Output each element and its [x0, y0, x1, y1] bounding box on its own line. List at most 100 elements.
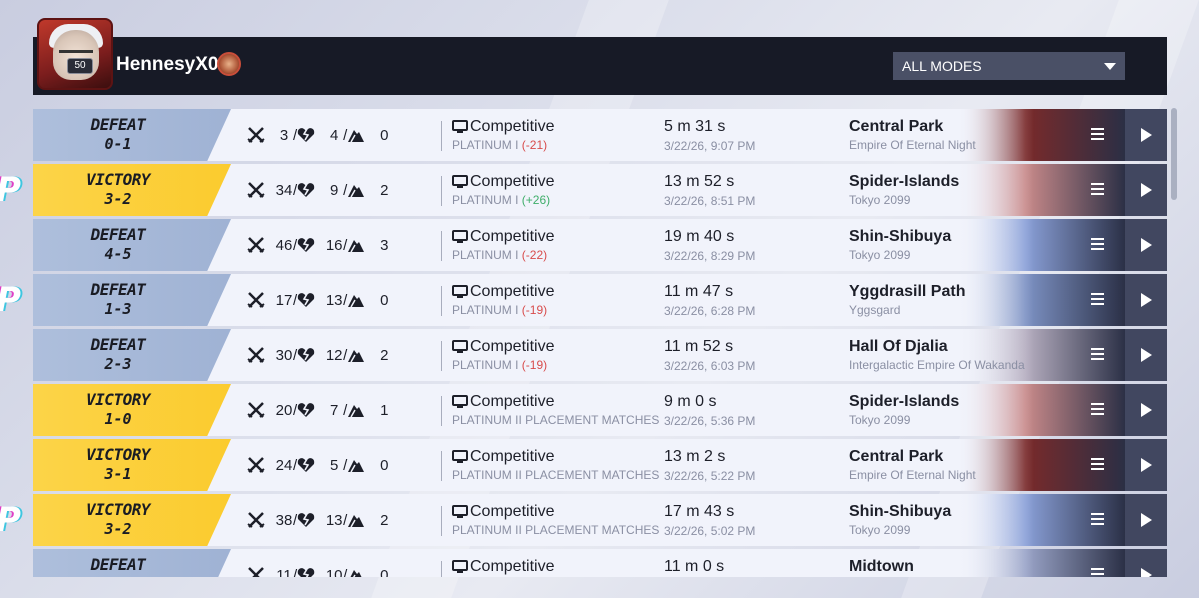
kills-icon [247, 347, 275, 363]
deaths-value: 7 [330, 401, 339, 419]
map-region: Intergalactic Empire Of Wakanda [849, 358, 1025, 372]
match-datetime: 3/22/26, 9:07 PM [664, 139, 756, 153]
level-badge: 50 [67, 58, 93, 74]
match-row[interactable]: DEFEAT 2-3 30/12/2 Competitive PLATINUM I (-… [33, 329, 1167, 381]
menu-icon[interactable] [1091, 513, 1104, 525]
deaths-value: 10 [325, 566, 343, 578]
monitor-icon [452, 505, 470, 519]
map-name: Central Park [849, 118, 944, 135]
menu-icon[interactable] [1091, 293, 1104, 305]
menu-icon[interactable] [1091, 183, 1104, 195]
replay-play-button[interactable] [1125, 164, 1167, 216]
menu-icon[interactable] [1091, 568, 1104, 577]
match-row[interactable]: VICTORY 3-2 34/9/2 Competitive PLATINUM I (+… [33, 164, 1167, 216]
monitor-icon [452, 450, 470, 464]
avatar[interactable]: 50 [37, 18, 113, 90]
assists-value: 0 [380, 291, 389, 309]
mode-name: Competitive [470, 338, 555, 355]
divider [441, 506, 442, 536]
time-info: 19 m 40 s 3/22/26, 8:29 PM [664, 228, 755, 263]
replay-play-button[interactable] [1125, 219, 1167, 271]
monitor-icon [452, 120, 470, 134]
assists-icon [347, 457, 375, 473]
assists-value: 2 [380, 511, 389, 529]
round-score: 3-2 [104, 520, 132, 538]
mode-info: Competitive PLATINUM II PLACEMENT MATCHES [452, 393, 659, 427]
time-info: 13 m 52 s 3/22/26, 8:51 PM [664, 173, 755, 208]
mode-filter-dropdown[interactable]: ALL MODES [893, 52, 1125, 80]
map-thumbnail [958, 109, 1126, 161]
result-label: VICTORY [86, 500, 150, 519]
assists-value: 3 [380, 236, 389, 254]
result-banner: DEFEAT 2-3 [33, 329, 231, 381]
monitor-icon [452, 560, 470, 574]
map-info: Central Park Empire Of Eternal Night [849, 448, 976, 482]
time-info: 11 m 0 s [664, 558, 724, 577]
deaths-icon [297, 567, 325, 577]
replay-play-button[interactable] [1125, 494, 1167, 546]
chevron-down-icon [1104, 63, 1116, 70]
mode-info: Competitive PLATINUM I (-19) [452, 283, 554, 317]
monitor-icon [452, 395, 470, 409]
map-thumbnail [958, 439, 1126, 491]
replay-play-button[interactable] [1125, 439, 1167, 491]
round-score: 3-1 [104, 465, 132, 483]
kills-icon [247, 182, 275, 198]
map-region: Yggsgard [849, 303, 901, 317]
time-info: 17 m 43 s 3/22/26, 5:02 PM [664, 503, 755, 538]
replay-play-button[interactable] [1125, 549, 1167, 577]
deaths-icon [297, 182, 325, 198]
map-name: Spider-Islands [849, 393, 960, 410]
menu-icon[interactable] [1091, 128, 1104, 140]
menu-icon[interactable] [1091, 458, 1104, 470]
match-datetime: 3/22/26, 6:03 PM [664, 359, 756, 373]
result-banner: VICTORY 3-2 [33, 494, 231, 546]
round-score: 1-0 [104, 410, 132, 428]
mode-name: Competitive [470, 393, 555, 410]
kda-stats: 3/4/0 [247, 109, 393, 161]
match-duration: 11 m 0 s [664, 558, 725, 575]
match-duration: 11 m 47 s [664, 283, 734, 300]
kda-stats: 30/12/2 [247, 329, 393, 381]
round-score: 4-5 [104, 245, 132, 263]
replay-play-button[interactable] [1125, 274, 1167, 326]
replay-play-button[interactable] [1125, 329, 1167, 381]
deaths-icon [297, 292, 325, 308]
match-row[interactable]: VICTORY 3-1 24/5/0 Competitive PLATINUM II P… [33, 439, 1167, 491]
kda-stats: 34/9/2 [247, 164, 393, 216]
map-region: Tokyo 2099 [849, 193, 911, 207]
divider [441, 286, 442, 316]
assists-icon [347, 127, 375, 143]
assists-icon [347, 237, 375, 253]
result-banner: VICTORY 1-0 [33, 384, 231, 436]
match-datetime: 3/22/26, 6:28 PM [664, 304, 756, 318]
match-history-panel: HennesyX0 ALL MODES DEFEAT 0-1 3/4/0 Compet… [33, 37, 1167, 577]
menu-icon[interactable] [1091, 238, 1104, 250]
match-row[interactable]: DEFEAT 4-5 46/16/3 Competitive PLATINUM I (-… [33, 219, 1167, 271]
assists-icon [347, 347, 375, 363]
match-row[interactable]: DEFEAT 0-1 3/4/0 Competitive PLATINUM I (-21… [33, 109, 1167, 161]
deaths-value: 4 [330, 126, 339, 144]
kills-icon [247, 292, 275, 308]
menu-icon[interactable] [1091, 348, 1104, 360]
assists-value: 0 [380, 566, 389, 578]
mode-name: Competitive [470, 558, 555, 575]
replay-play-button[interactable] [1125, 109, 1167, 161]
menu-icon[interactable] [1091, 403, 1104, 415]
rank-tier: PLATINUM I [452, 248, 519, 262]
assists-value: 2 [380, 346, 389, 364]
map-thumbnail [958, 494, 1126, 546]
result-banner: VICTORY 3-1 [33, 439, 231, 491]
match-row[interactable]: DEFEAT 1-3 17/13/0 Competitive PLATINUM I (-… [33, 274, 1167, 326]
result-banner: DEFEAT 1-3 [33, 274, 231, 326]
match-row[interactable]: VICTORY 1-0 20/7/1 Competitive PLATINUM II P… [33, 384, 1167, 436]
side-decor-letter: P [0, 170, 21, 210]
replay-play-button[interactable] [1125, 384, 1167, 436]
map-info: Central Park Empire Of Eternal Night [849, 118, 976, 152]
scrollbar[interactable] [1171, 108, 1177, 200]
map-info: Yggdrasill Path Yggsgard [849, 283, 965, 317]
match-row[interactable]: DEFEAT 11/10/0 Competitive 11 m 0 s Midtown [33, 549, 1167, 577]
round-score: 0-1 [104, 135, 132, 153]
rank-change: (-21) [521, 138, 548, 152]
match-row[interactable]: VICTORY 3-2 38/13/2 Competitive PLATINUM II … [33, 494, 1167, 546]
